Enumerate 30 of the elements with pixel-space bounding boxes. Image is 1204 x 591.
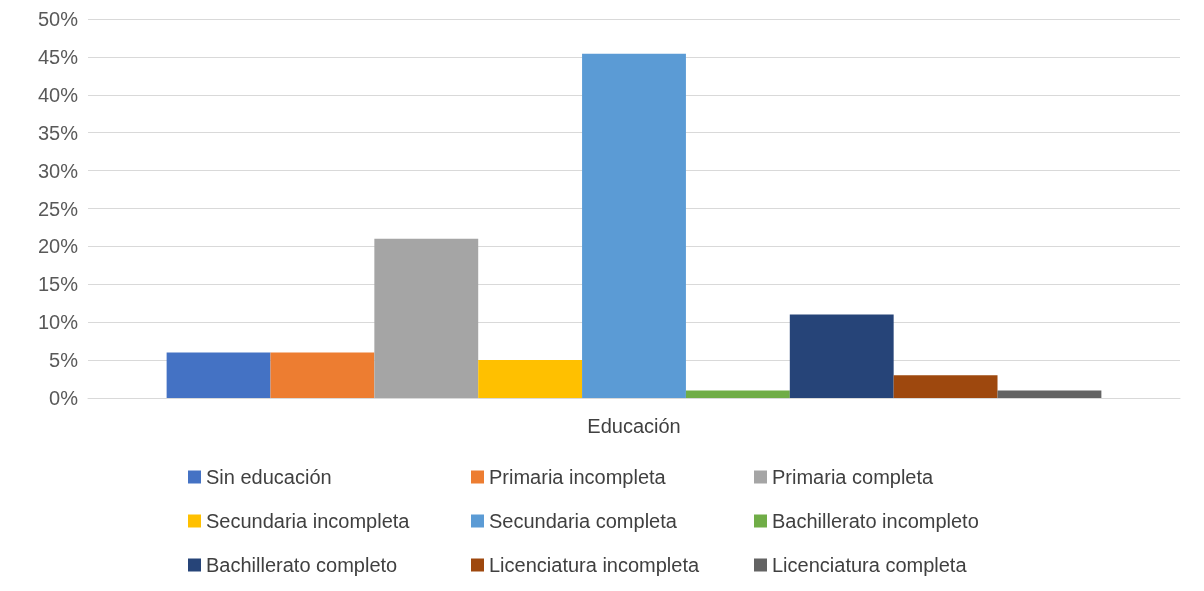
bar — [893, 375, 998, 398]
y-tick-label: 20% — [37, 235, 79, 258]
y-tick-label: 30% — [37, 159, 79, 182]
bar — [997, 390, 1102, 398]
y-tick-label: 35% — [37, 121, 79, 144]
legend-label: Licenciatura completa — [772, 554, 968, 576]
y-tick-label: 50% — [37, 8, 79, 30]
bar — [166, 352, 271, 398]
bar — [685, 390, 790, 398]
x-tick-label: Educación — [587, 415, 681, 437]
bar — [789, 314, 894, 398]
legend-label: Bachillerato incompleto — [772, 510, 979, 532]
y-tick-label: 25% — [37, 197, 79, 220]
legend-label: Primaria incompleta — [489, 466, 667, 488]
y-tick-label: 5% — [49, 349, 79, 372]
bar — [270, 352, 375, 398]
y-tick-label: 45% — [37, 45, 79, 68]
bar — [374, 238, 479, 398]
legend-label: Primaria completa — [772, 466, 935, 488]
y-tick-label: 0% — [49, 387, 79, 409]
legend-label: Licenciatura incompleta — [489, 554, 700, 576]
y-tick-label: 15% — [37, 273, 79, 296]
bar — [478, 360, 583, 398]
legend-label: Secundaria completa — [489, 510, 678, 532]
legend-label: Bachillerato completo — [206, 554, 398, 576]
legend-label: Sin educación — [206, 466, 332, 488]
bar — [582, 53, 686, 398]
y-tick-label: 10% — [37, 311, 79, 334]
y-tick-label: 40% — [37, 83, 79, 106]
legend-label: Secundaria incompleta — [206, 510, 411, 532]
